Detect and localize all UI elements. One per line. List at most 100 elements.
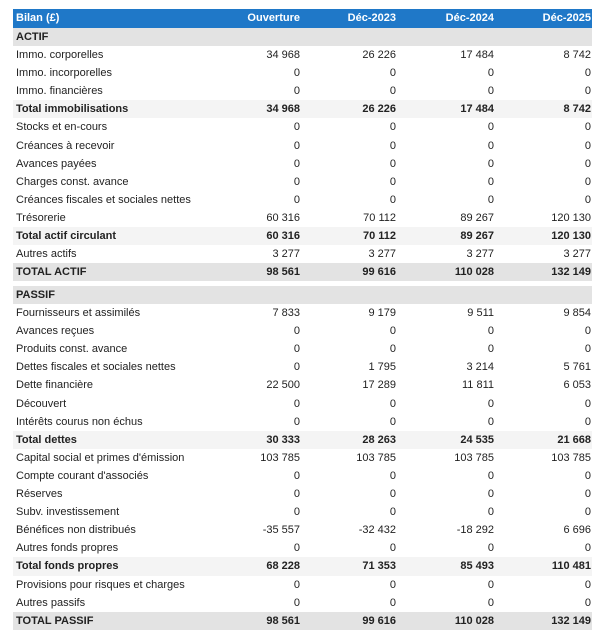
row-label: Compte courant d'associés [16,469,149,482]
row-label: Stocks et en-cours [16,121,108,134]
value-cell: 98 561 [266,266,300,279]
value-cell: 0 [389,542,396,555]
value-cell: 89 267 [460,211,494,224]
table-row: Immo. incorporelles 0 0 0 0 [13,64,592,82]
row-label: Fournisseurs et assimilés [16,307,141,320]
value-cell: 0 [389,139,396,152]
balance-sheet-actif-table: Bilan (£) Ouverture Déc-2023 Déc-2024 Dé… [13,9,595,282]
row-label: Autres passifs [16,596,86,609]
total-row: Total immobilisations 34 968 26 226 17 484 8… [13,100,592,119]
value-cell: 0 [293,157,300,170]
value-cell: 68 228 [266,560,300,573]
value-cell [494,28,595,46]
value-cell: 0 [584,343,591,356]
value-cell: 0 [584,542,591,555]
total-row: Total fonds propres 68 228 71 353 85 493 110… [13,557,592,576]
value-cell: 0 [293,139,300,152]
value-cell: 0 [293,488,300,501]
value-cell: 34 968 [266,103,300,116]
total-row: Total dettes 30 333 28 263 24 535 21 668 [13,430,592,449]
value-cell: 17 289 [362,379,396,392]
table-row: Avances payées 0 0 0 0 [13,155,592,173]
value-cell: 0 [487,596,494,609]
value-cell: 0 [487,469,494,482]
value-cell: 0 [487,121,494,134]
value-cell [396,28,494,46]
value-cell: 0 [389,193,396,206]
row-label: Bénéfices non distribués [16,524,136,537]
value-cell: 9 854 [563,307,591,320]
row-label: Total fonds propres [16,560,119,573]
value-cell: 0 [487,67,494,80]
value-cell: 120 130 [551,211,591,224]
table-row: Autres passifs 0 0 0 0 [13,594,592,612]
value-cell: 0 [487,542,494,555]
row-label: Avances payées [16,157,97,170]
value-cell: 0 [584,596,591,609]
table-row: Avances reçues 0 0 0 0 [13,322,592,340]
value-cell: 0 [487,397,494,410]
table-row: Autres fonds propres 0 0 0 0 [13,539,592,557]
value-cell: 7 833 [272,307,300,320]
value-cell: 0 [293,578,300,591]
value-cell: 0 [584,175,591,188]
row-label: Réserves [16,488,63,501]
value-cell: 0 [584,157,591,170]
row-label: Total dettes [16,433,77,446]
row-label: Dettes fiscales et sociales nettes [16,361,176,374]
row-label: TOTAL PASSIF [16,614,94,627]
value-cell: 0 [584,506,591,519]
value-cell [204,28,300,46]
table-row: Immo. corporelles 34 968 26 226 17 484 8 742 [13,46,592,64]
value-cell: 0 [389,415,396,428]
table-row: Immo. financières 0 0 0 0 [13,82,592,100]
value-cell: 6 696 [563,524,591,537]
value-cell: 8 742 [563,103,591,116]
value-cell: 70 112 [363,211,396,224]
value-cell: 0 [487,488,494,501]
value-cell: 9 179 [368,307,396,320]
value-cell [300,286,396,304]
value-cell: 0 [293,415,300,428]
value-cell: 0 [293,397,300,410]
value-cell [204,286,300,304]
value-cell: 0 [584,469,591,482]
value-cell: 0 [389,157,396,170]
row-label: Subv. investissement [16,506,120,519]
section-header: PASSIF [13,286,592,305]
value-cell: 0 [584,415,591,428]
value-cell: 11 811 [461,379,494,392]
value-cell: 103 785 [260,451,300,464]
row-label: Immo. corporelles [16,49,104,62]
value-cell: 17 484 [460,49,494,62]
value-cell: 0 [389,469,396,482]
value-cell: 71 353 [362,560,396,573]
value-cell: 0 [487,343,494,356]
value-cell: 85 493 [460,560,494,573]
table-row: Charges const. avance 0 0 0 0 [13,173,592,191]
value-cell: 8 742 [563,49,591,62]
value-cell: 0 [584,85,591,98]
value-cell: 0 [584,397,591,410]
row-label: Provisions pour risques et charges [16,578,185,591]
table-row: Provisions pour risques et charges 0 0 0 0 [13,576,592,594]
value-cell: 22 500 [266,379,300,392]
value-cell: 3 214 [466,361,494,374]
value-cell: 0 [487,578,494,591]
row-label: Dette financière [16,379,94,392]
table-row: Découvert 0 0 0 0 [13,395,592,413]
value-cell: 26 226 [362,103,396,116]
table-row: Intérêts courus non échus 0 0 0 0 [13,413,592,431]
value-cell: 89 267 [460,230,494,243]
column-header-dec-2023: Déc-2023 [347,12,396,24]
value-cell: -32 432 [358,524,396,537]
value-cell: 0 [293,85,300,98]
value-cell [396,286,494,304]
table-row: Créances à recevoir 0 0 0 0 [13,137,592,155]
value-cell: 0 [389,488,396,501]
row-label: Autres fonds propres [16,542,119,555]
row-label: Avances reçues [16,325,95,338]
value-cell: 0 [389,343,396,356]
value-cell: 3 277 [272,248,300,261]
row-label: Autres actifs [16,248,77,261]
